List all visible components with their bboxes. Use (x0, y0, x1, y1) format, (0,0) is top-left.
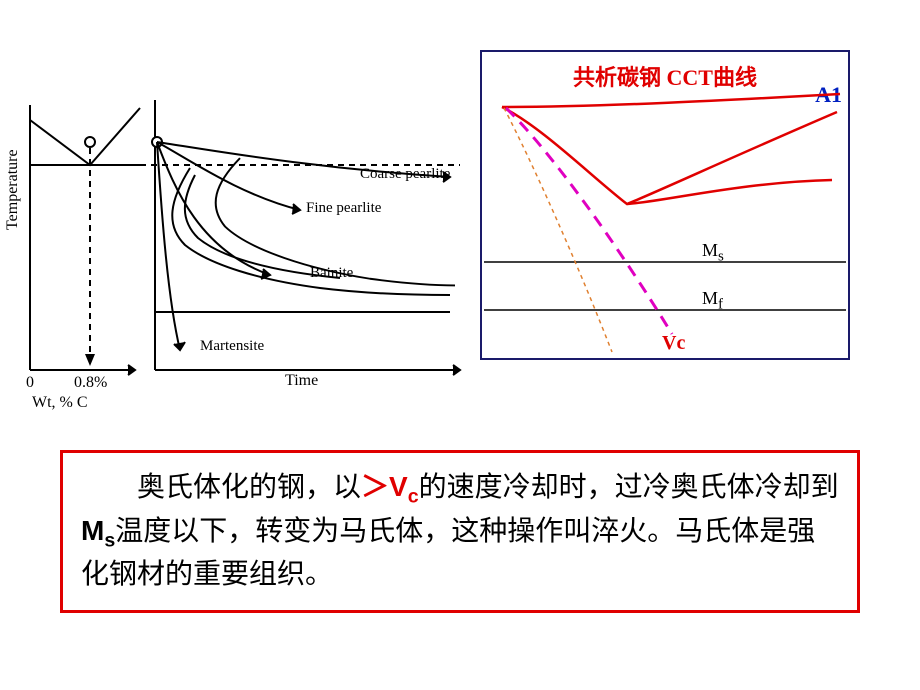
text-p1: 奥氏体化的钢，以 (137, 472, 361, 503)
text-p3: 温度以下，转变为马氏体，这种操作叫淬火。马氏体是强化钢材的重要组织。 (81, 516, 815, 590)
vc-inline: Vc (389, 471, 419, 502)
left-diagram-svg (10, 50, 470, 420)
mf-label: Mf (702, 288, 723, 314)
right-cct-diagram: 共析碳钢 CCT曲线 A1 Ms Mf Vc (480, 50, 850, 360)
ms-label: Ms (702, 240, 724, 266)
right-diagram-svg (482, 52, 848, 358)
description-text-box: 奥氏体化的钢，以＞Vc的速度冷却时，过冷奥氏体冷却到 Ms温度以下，转变为马氏体，… (60, 450, 860, 613)
coarse-pearlite-label: Coarse pearlite (360, 166, 450, 183)
wt-percent-label: 0.8% (74, 374, 107, 392)
wt-axis-label: Wt, % C (32, 394, 88, 412)
gt-symbol: ＞ (361, 471, 389, 502)
text-p2: 的速度冷却时，过冷奥氏体冷却到 (419, 472, 839, 503)
y-axis-label: Temperature (4, 149, 22, 230)
x-axis-label: Time (285, 372, 318, 390)
left-ttt-diagram: Temperature Time 0 0.8% Wt, % C Coarse p… (10, 50, 470, 420)
ms-inline: Ms (81, 515, 115, 546)
origin-label: 0 (26, 374, 34, 392)
martensite-label: Martensite (200, 338, 264, 355)
top-row: Temperature Time 0 0.8% Wt, % C Coarse p… (0, 0, 920, 420)
bainite-label: Bainite (310, 265, 353, 282)
fine-pearlite-label: Fine pearlite (306, 200, 381, 217)
vc-label: Vc (662, 332, 685, 355)
